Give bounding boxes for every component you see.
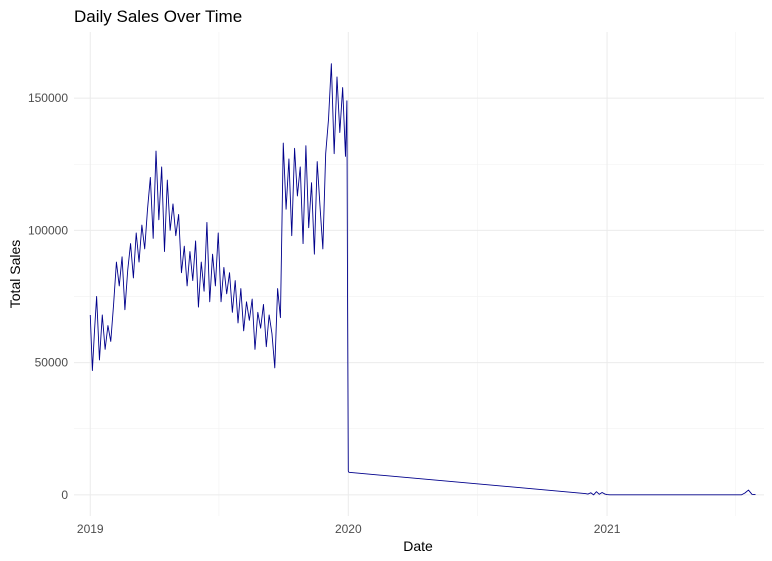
grid-lines [74, 32, 764, 516]
x-tick-label: 2019 [77, 522, 104, 536]
y-tick-label: 50000 [35, 356, 69, 370]
x-axis-title: Date [403, 538, 433, 554]
series-layer [89, 63, 756, 496]
y-tick-label: 0 [61, 488, 68, 502]
chart-title: Daily Sales Over Time [74, 7, 242, 26]
x-tick-label: 2021 [594, 522, 621, 536]
series-line [89, 63, 756, 496]
y-tick-label: 150000 [28, 91, 68, 105]
y-axis-title: Total Sales [7, 240, 23, 308]
x-tick-label: 2020 [335, 522, 362, 536]
y-tick-label: 100000 [28, 223, 68, 237]
axis-labels: 0 50000 100000 150000 2019 2020 2021 [28, 91, 621, 536]
